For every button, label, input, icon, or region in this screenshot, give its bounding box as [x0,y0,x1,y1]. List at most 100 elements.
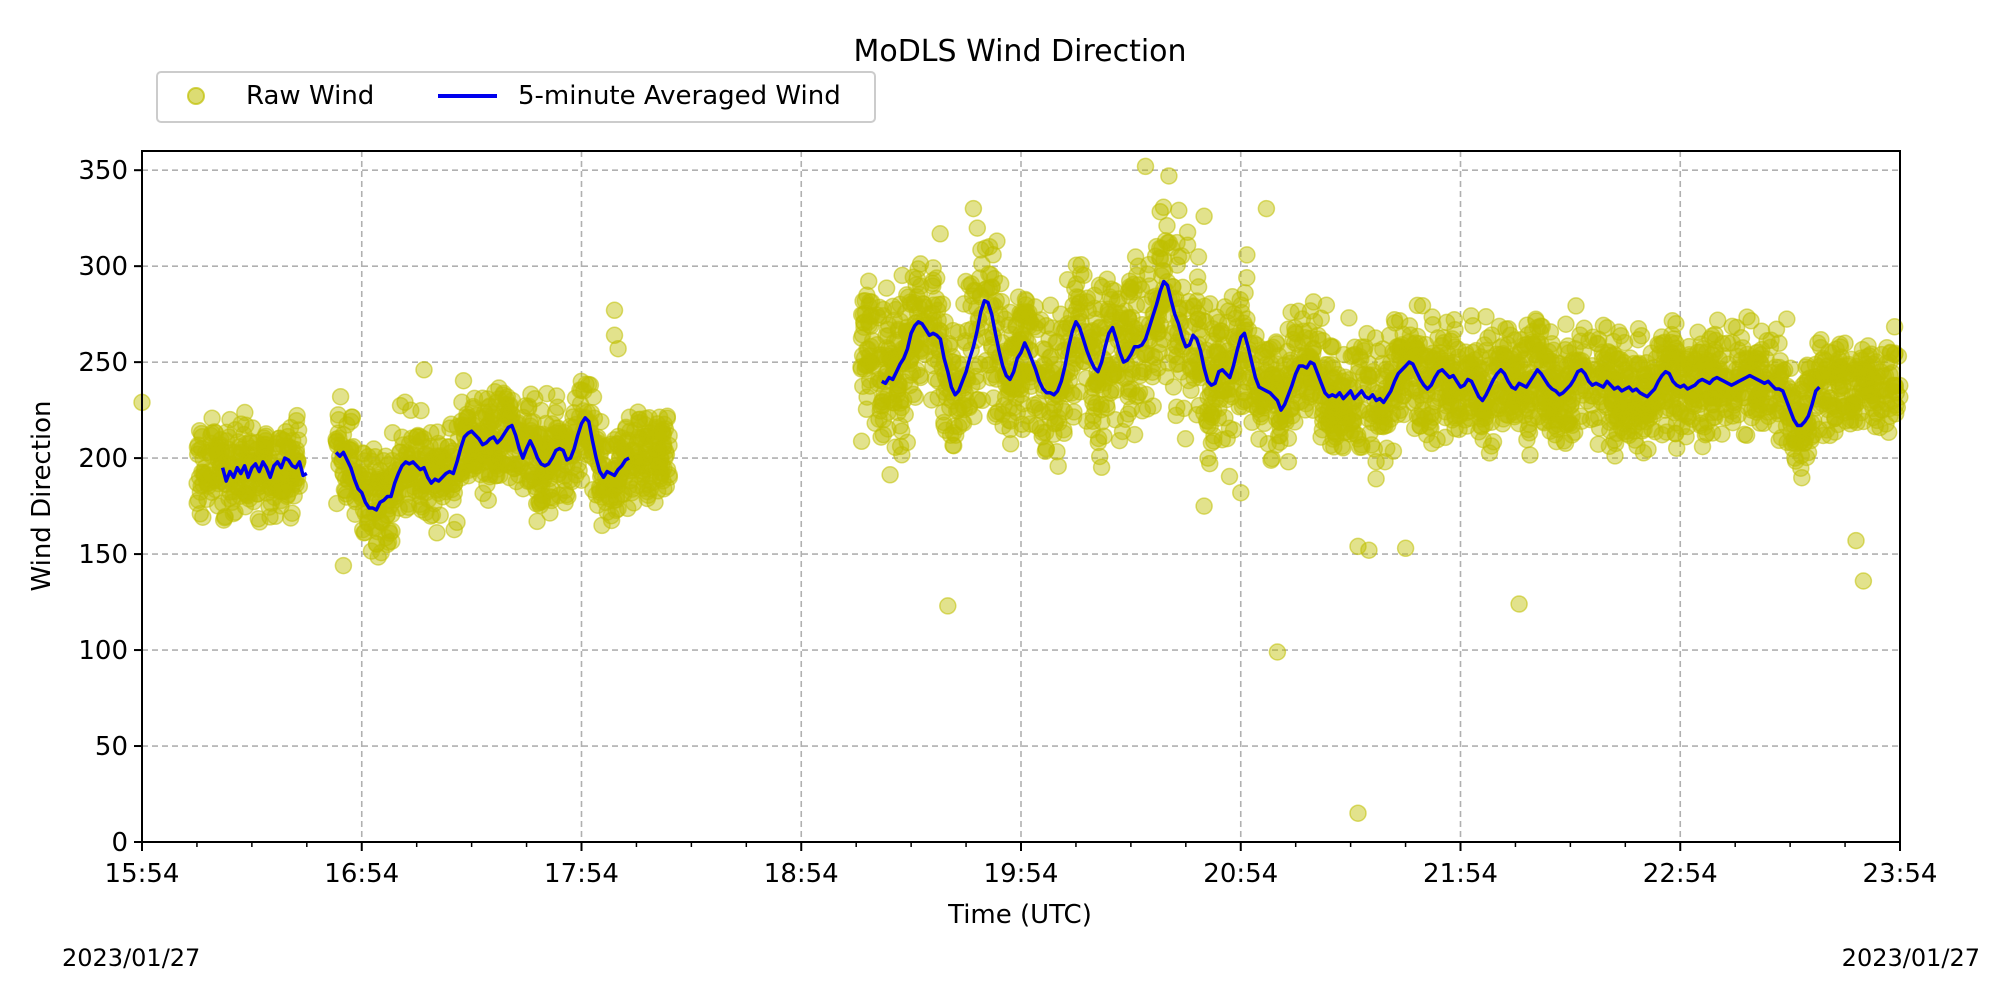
raw-wind-point [266,438,284,457]
raw-wind-point [859,356,878,374]
raw-wind-point [366,458,385,477]
raw-wind-point [852,432,871,451]
raw-wind-point [1462,307,1480,325]
raw-wind-point [1220,467,1239,486]
legend: Raw Wind 5-minute Averaged Wind [156,71,876,123]
raw-wind-point [195,465,214,483]
raw-wind-point [400,498,418,517]
raw-wind-point [1367,470,1385,488]
raw-wind-point [189,491,208,509]
raw-wind-point [1133,402,1152,420]
raw-wind-point [546,404,565,422]
raw-wind-point [1271,426,1289,445]
raw-wind-point [499,456,517,474]
raw-wind-point [1698,343,1716,361]
raw-wind-point [468,406,486,425]
raw-wind-point [1724,407,1742,425]
raw-wind-point [414,477,432,495]
raw-wind-point [1349,804,1367,822]
raw-wind-point [1090,447,1109,466]
raw-wind-point [1528,318,1547,337]
y-tick-label: 250 [78,348,128,378]
raw-wind-point [1268,643,1287,661]
y-tick-label: 0 [111,828,128,858]
raw-wind-point [207,437,225,455]
raw-wind-point [1605,345,1623,364]
raw-wind-point [1195,497,1213,515]
raw-wind-point [1866,417,1884,436]
raw-wind-point [892,422,911,441]
raw-wind-point [1667,315,1685,333]
raw-wind-point [362,542,381,560]
raw-wind-point [1778,310,1796,328]
raw-wind-point [477,423,495,441]
raw-wind-point [1490,317,1509,336]
raw-wind-point [1257,356,1275,374]
raw-wind-point [1372,417,1391,435]
raw-wind-point [236,403,254,422]
y-tick-label: 50 [95,732,128,762]
raw-wind-point [1761,395,1779,413]
raw-wind-point [1413,296,1432,315]
y-axis: 0 50 100 150 200 250 300 350 [78,156,142,858]
raw-wind-point [1125,425,1144,444]
raw-wind-point [250,513,269,531]
raw-wind-point [976,280,994,299]
raw-wind-point [945,417,964,435]
raw-wind-point [1510,595,1528,613]
raw-wind-point [415,361,433,379]
raw-wind-point [1590,388,1608,406]
x-tick-label: 21:54 [1423,859,1498,889]
raw-wind-point [1640,409,1659,428]
raw-wind-point [507,472,526,491]
raw-wind-point [1258,341,1277,359]
raw-wind-point [1092,396,1110,414]
raw-wind-point [1072,255,1090,274]
raw-wind-point [556,481,574,500]
raw-wind-point [334,425,353,444]
raw-wind-point [1530,341,1548,359]
raw-wind-point [1770,334,1788,353]
raw-wind-point [856,291,875,310]
x-tick-label: 19:54 [984,859,1059,889]
y-tick-label: 200 [78,444,128,474]
raw-wind-point [1132,280,1151,298]
raw-wind-point [428,524,446,542]
raw-wind-point [906,388,925,406]
raw-wind-point [1854,572,1873,590]
raw-wind-point [432,437,450,455]
raw-wind-point [960,398,979,417]
raw-wind-point [1477,308,1495,326]
raw-wind-point [877,279,896,297]
raw-wind-point [886,438,904,457]
raw-wind-point [1550,407,1568,425]
raw-wind-point [273,482,292,501]
raw-wind-point [1149,359,1167,377]
raw-wind-point [547,419,566,438]
y-tick-label: 300 [78,252,128,282]
raw-wind-point [417,503,435,522]
raw-wind-point [1228,317,1246,336]
raw-wind-point [202,446,220,465]
raw-wind-point [355,445,373,463]
raw-wind-point [1737,426,1756,445]
raw-wind-point [605,301,624,320]
raw-wind-point [868,306,886,324]
raw-wind-point [956,333,975,352]
raw-wind-point [1446,320,1464,339]
raw-wind-point [1360,541,1378,559]
raw-wind-point [454,371,473,390]
raw-wind-point [898,286,916,304]
raw-wind-point [1813,369,1832,387]
raw-wind-point [1600,413,1619,431]
raw-wind-point [1172,247,1191,265]
raw-wind-point [1797,358,1815,376]
raw-wind-point [1093,413,1111,431]
raw-wind-point [1620,400,1638,419]
raw-wind-point [1180,292,1198,311]
raw-wind-point [1772,428,1791,447]
raw-wind-point [939,597,957,615]
raw-wind-point [1708,311,1727,330]
raw-wind-point [424,457,443,476]
